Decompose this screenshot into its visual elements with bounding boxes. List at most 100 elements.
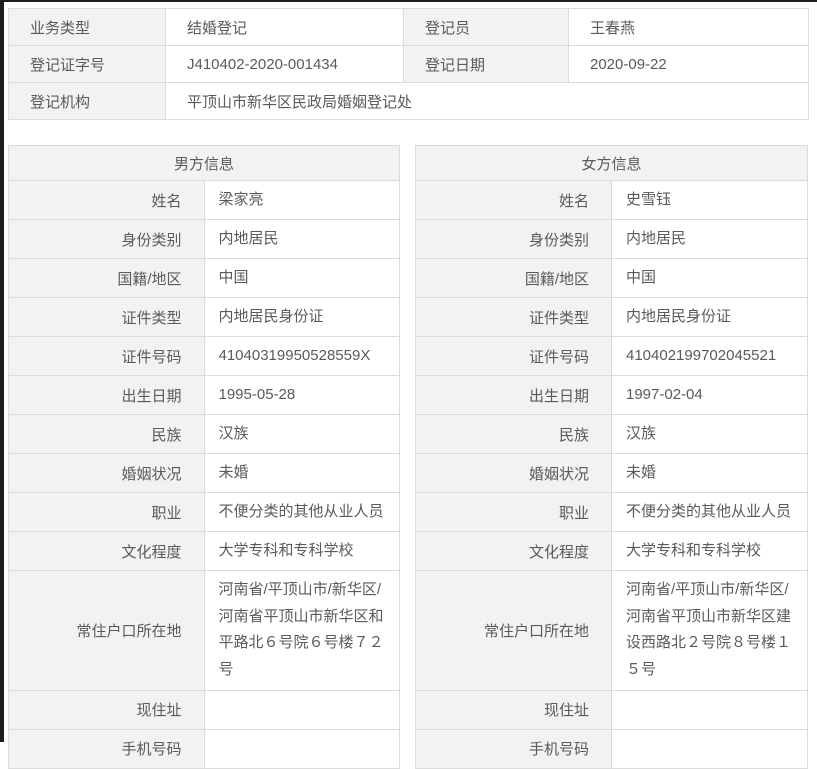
field-value	[611, 728, 808, 769]
field-row-current-address: 现住址	[8, 689, 400, 730]
field-label: 现住址	[415, 689, 612, 730]
field-value: 不便分类的其他从业人员	[611, 492, 808, 532]
field-value: 河南省/平顶山市/新华区/河南省平顶山市新华区建设西路北２号院８号楼１５号	[611, 570, 808, 691]
field-row-id-type: 证件类型 内地居民身份证	[415, 297, 808, 337]
field-row-education: 文化程度 大学专科和专科学校	[415, 531, 808, 571]
field-row-identity-category: 身份类别 内地居民	[415, 219, 808, 259]
business-type-label: 业务类型	[8, 8, 166, 46]
field-label: 手机号码	[8, 728, 205, 769]
reg-date-label: 登记日期	[403, 45, 569, 83]
cert-no-label: 登记证字号	[8, 45, 166, 83]
field-label: 民族	[8, 414, 205, 454]
field-row-name: 姓名 史雪钰	[415, 180, 808, 220]
female-info-table: 女方信息 姓名 史雪钰 身份类别 内地居民 国籍/地区 中国 证件类型 内地居民…	[415, 145, 808, 769]
field-value: 中国	[611, 258, 808, 298]
field-label: 国籍/地区	[8, 258, 205, 298]
summary-row: 业务类型 结婚登记 登记员 王春燕	[8, 8, 809, 46]
field-row-occupation: 职业 不便分类的其他从业人员	[415, 492, 808, 532]
field-row-mobile-number: 手机号码	[8, 728, 400, 769]
field-row-id-type: 证件类型 内地居民身份证	[8, 297, 400, 337]
field-value: 史雪钰	[611, 180, 808, 220]
field-row-marital-status: 婚姻状况 未婚	[8, 453, 400, 493]
registrar-value: 王春燕	[568, 8, 809, 46]
field-label: 常住户口所在地	[415, 570, 612, 691]
table-header-row: 女方信息	[415, 145, 808, 181]
field-value: 大学专科和专科学校	[203, 531, 400, 571]
field-label: 民族	[415, 414, 612, 454]
male-info-table: 男方信息 姓名 梁家亮 身份类别 内地居民 国籍/地区 中国 证件类型 内地居民…	[8, 145, 400, 769]
field-label: 证件类型	[415, 297, 612, 337]
field-label: 出生日期	[415, 375, 612, 415]
field-value: 未婚	[203, 453, 400, 493]
field-row-occupation: 职业 不便分类的其他从业人员	[8, 492, 400, 532]
summary-row: 登记证字号 J410402-2020-001434 登记日期 2020-09-2…	[8, 45, 809, 83]
field-label: 文化程度	[8, 531, 205, 571]
field-label: 文化程度	[415, 531, 612, 571]
field-row-identity-category: 身份类别 内地居民	[8, 219, 400, 259]
field-label: 身份类别	[415, 219, 612, 259]
table-header-row: 男方信息	[8, 145, 400, 181]
field-value: 41040319950528559X	[203, 336, 400, 376]
field-value: 未婚	[611, 453, 808, 493]
field-row-registered-residence: 常住户口所在地 河南省/平顶山市/新华区/河南省平顶山市新华区建设西路北２号院８…	[415, 570, 808, 691]
registration-summary-table: 业务类型 结婚登记 登记员 王春燕 登记证字号 J410402-2020-001…	[8, 8, 809, 120]
agency-label: 登记机构	[8, 82, 166, 120]
field-row-id-number: 证件号码 410402199702045521	[415, 336, 808, 376]
field-label: 现住址	[8, 689, 205, 730]
field-value: 内地居民	[203, 219, 400, 259]
field-label: 证件号码	[8, 336, 205, 376]
reg-date-value: 2020-09-22	[568, 45, 809, 83]
field-label: 姓名	[8, 180, 205, 220]
field-label: 国籍/地区	[415, 258, 612, 298]
field-label: 婚姻状况	[8, 453, 205, 493]
field-row-name: 姓名 梁家亮	[8, 180, 400, 220]
field-row-marital-status: 婚姻状况 未婚	[415, 453, 808, 493]
field-value: 不便分类的其他从业人员	[203, 492, 400, 532]
field-row-birth-date: 出生日期 1997-02-04	[415, 375, 808, 415]
field-value	[611, 689, 808, 730]
business-type-value: 结婚登记	[165, 8, 404, 46]
field-value: 1995-05-28	[203, 375, 400, 415]
field-label: 职业	[8, 492, 205, 532]
field-value	[203, 728, 400, 769]
field-row-ethnicity: 民族 汉族	[415, 414, 808, 454]
field-value: 410402199702045521	[611, 336, 808, 376]
field-row-id-number: 证件号码 41040319950528559X	[8, 336, 400, 376]
field-row-birth-date: 出生日期 1995-05-28	[8, 375, 400, 415]
window-top-edge	[0, 0, 817, 2]
field-row-education: 文化程度 大学专科和专科学校	[8, 531, 400, 571]
field-row-nationality: 国籍/地区 中国	[415, 258, 808, 298]
field-label: 出生日期	[8, 375, 205, 415]
field-value	[203, 689, 400, 730]
field-label: 姓名	[415, 180, 612, 220]
field-label: 婚姻状况	[415, 453, 612, 493]
window-left-edge	[0, 0, 4, 742]
field-row-nationality: 国籍/地区 中国	[8, 258, 400, 298]
field-value: 内地居民身份证	[611, 297, 808, 337]
field-value: 河南省/平顶山市/新华区/河南省平顶山市新华区和平路北６号院６号楼７２号	[203, 570, 400, 691]
field-row-current-address: 现住址	[415, 689, 808, 730]
field-label: 证件类型	[8, 297, 205, 337]
field-value: 汉族	[611, 414, 808, 454]
field-value: 汉族	[203, 414, 400, 454]
field-label: 证件号码	[415, 336, 612, 376]
agency-value: 平顶山市新华区民政局婚姻登记处	[165, 82, 809, 120]
field-row-ethnicity: 民族 汉族	[8, 414, 400, 454]
field-row-registered-residence: 常住户口所在地 河南省/平顶山市/新华区/河南省平顶山市新华区和平路北６号院６号…	[8, 570, 400, 691]
field-label: 手机号码	[415, 728, 612, 769]
field-value: 大学专科和专科学校	[611, 531, 808, 571]
registrar-label: 登记员	[403, 8, 569, 46]
field-label: 职业	[415, 492, 612, 532]
field-value: 内地居民	[611, 219, 808, 259]
field-value: 1997-02-04	[611, 375, 808, 415]
field-value: 中国	[203, 258, 400, 298]
female-info-title: 女方信息	[415, 145, 808, 181]
male-info-title: 男方信息	[8, 145, 400, 181]
field-label: 身份类别	[8, 219, 205, 259]
field-row-mobile-number: 手机号码	[415, 728, 808, 769]
field-label: 常住户口所在地	[8, 570, 205, 691]
summary-row: 登记机构 平顶山市新华区民政局婚姻登记处	[8, 82, 809, 120]
field-value: 梁家亮	[203, 180, 400, 220]
field-value: 内地居民身份证	[203, 297, 400, 337]
